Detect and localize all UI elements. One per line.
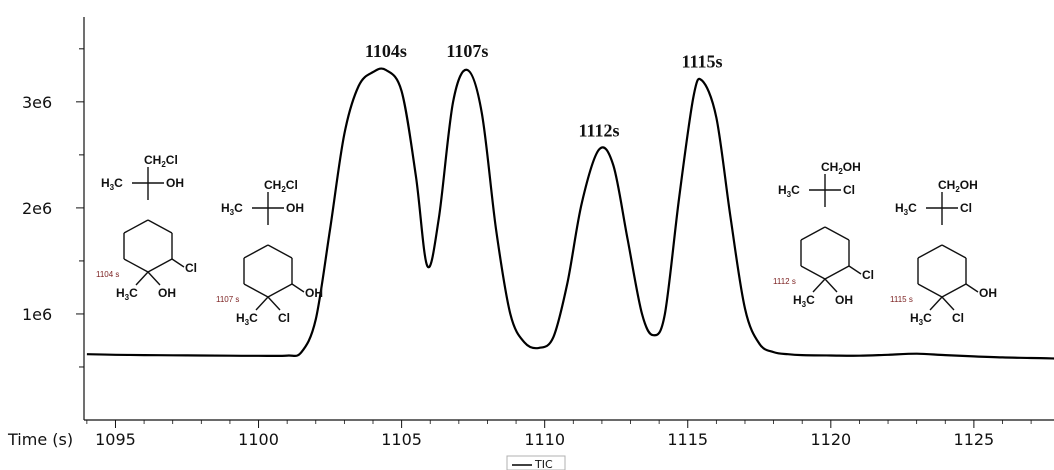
axes-group — [83, 17, 1054, 421]
structure-s2: CH2Cl H3C OH OH H3C Cl 1107 s — [216, 178, 323, 327]
structure-s4: CH2OH H3C Cl OH H3C Cl 1115 s — [890, 178, 997, 327]
y-tick-label: 3e6 — [22, 93, 52, 112]
x-tick-label: 1100 — [238, 430, 279, 449]
bond-line — [135, 271, 149, 286]
structure-time-tag: 1104 s — [96, 270, 119, 279]
structure-side-right: OH — [286, 201, 304, 215]
bond-line — [929, 296, 943, 311]
bond-line — [147, 258, 173, 273]
x-tick-label: 1105 — [381, 430, 422, 449]
bond-line — [941, 283, 967, 298]
structure-side-left: H3C — [895, 201, 917, 217]
structure-side-right: OH — [166, 176, 184, 190]
bond-line — [267, 296, 281, 311]
structure-top-group: CH2Cl — [264, 178, 298, 194]
structure-side-left: H3C — [778, 183, 800, 199]
structure-time-tag: 1107 s — [216, 295, 239, 304]
bond-line — [812, 278, 826, 293]
series-line-tic — [86, 67, 1054, 360]
structure-time-tag: 1115 s — [890, 295, 913, 304]
structure-s3: CH2OH H3C Cl Cl H3C OH 1112 s — [773, 160, 874, 309]
bond-line — [824, 265, 850, 280]
y-tick-label: 2e6 — [22, 199, 52, 218]
bond-line — [147, 219, 173, 234]
bond-line — [243, 283, 269, 298]
structure-side-left: H3C — [221, 201, 243, 217]
bond-line — [941, 244, 967, 259]
x-tick-label: 1110 — [524, 430, 565, 449]
peak-label: 1107s — [446, 41, 488, 61]
structure-ring-substituent: OH — [979, 286, 997, 300]
structure-bottom-left: H3C — [236, 311, 258, 327]
legend: TIC — [506, 455, 566, 470]
structure-time-tag: 1112 s — [773, 277, 796, 286]
bond-line — [800, 226, 826, 241]
bond-line — [147, 271, 161, 286]
bond-line — [824, 226, 850, 241]
bond-line — [800, 265, 826, 280]
bond-line — [941, 296, 955, 311]
structure-bottom-right: Cl — [278, 311, 290, 325]
structure-ring-substituent: OH — [305, 286, 323, 300]
structure-side-left: H3C — [101, 176, 123, 192]
bond-line — [123, 258, 149, 273]
x-tick-label: 1095 — [95, 430, 136, 449]
structure-bottom-right: OH — [158, 286, 176, 300]
bond-line — [848, 265, 862, 275]
bond-line — [171, 258, 185, 268]
legend-box — [506, 455, 566, 470]
peak-label: 1115s — [682, 52, 723, 72]
bond-line — [267, 244, 293, 259]
structure-side-right: Cl — [843, 183, 855, 197]
legend-label-tic: TIC — [534, 458, 553, 470]
bond-line — [917, 244, 943, 259]
structure-ring-substituent: Cl — [185, 261, 197, 275]
y-tick-label: 1e6 — [22, 305, 52, 324]
x-axis-label: Time (s) — [7, 430, 73, 449]
structure-s1: CH2Cl H3C OH Cl H3C OH 1104 s — [96, 153, 197, 302]
x-tick-label: 1120 — [810, 430, 851, 449]
bond-line — [243, 244, 269, 259]
x-tick-label: 1115 — [667, 430, 708, 449]
structure-top-group: CH2OH — [938, 178, 978, 194]
structures-group: CH2Cl H3C OH Cl H3C OH 1104 s CH2Cl H3C OH OH H3C Cl… — [96, 153, 997, 327]
bond-line — [291, 283, 305, 293]
structure-top-group: CH2Cl — [144, 153, 178, 169]
peak-label: 1112s — [579, 121, 620, 141]
y-ticks-group: 1e6 2e6 3e6 — [22, 48, 84, 368]
structure-bottom-left: H3C — [910, 311, 932, 327]
bond-line — [965, 283, 979, 293]
bond-line — [267, 283, 293, 298]
x-ticks-group: 1095 1100 1105 1110 1115 1120 1125 — [86, 420, 1032, 449]
bond-line — [123, 219, 149, 234]
structure-side-right: Cl — [960, 201, 972, 215]
structure-bottom-left: H3C — [116, 286, 138, 302]
structure-bottom-right: OH — [835, 293, 853, 307]
bond-line — [255, 296, 269, 311]
bond-line — [824, 278, 838, 293]
peak-labels-group: 1104s 1107s 1112s 1115s — [365, 41, 723, 141]
bond-line — [917, 283, 943, 298]
structure-bottom-left: H3C — [793, 293, 815, 309]
peak-label: 1104s — [365, 41, 407, 61]
x-tick-label: 1125 — [954, 430, 995, 449]
structure-ring-substituent: Cl — [862, 268, 874, 282]
structure-bottom-right: Cl — [952, 311, 964, 325]
structure-top-group: CH2OH — [821, 160, 861, 176]
